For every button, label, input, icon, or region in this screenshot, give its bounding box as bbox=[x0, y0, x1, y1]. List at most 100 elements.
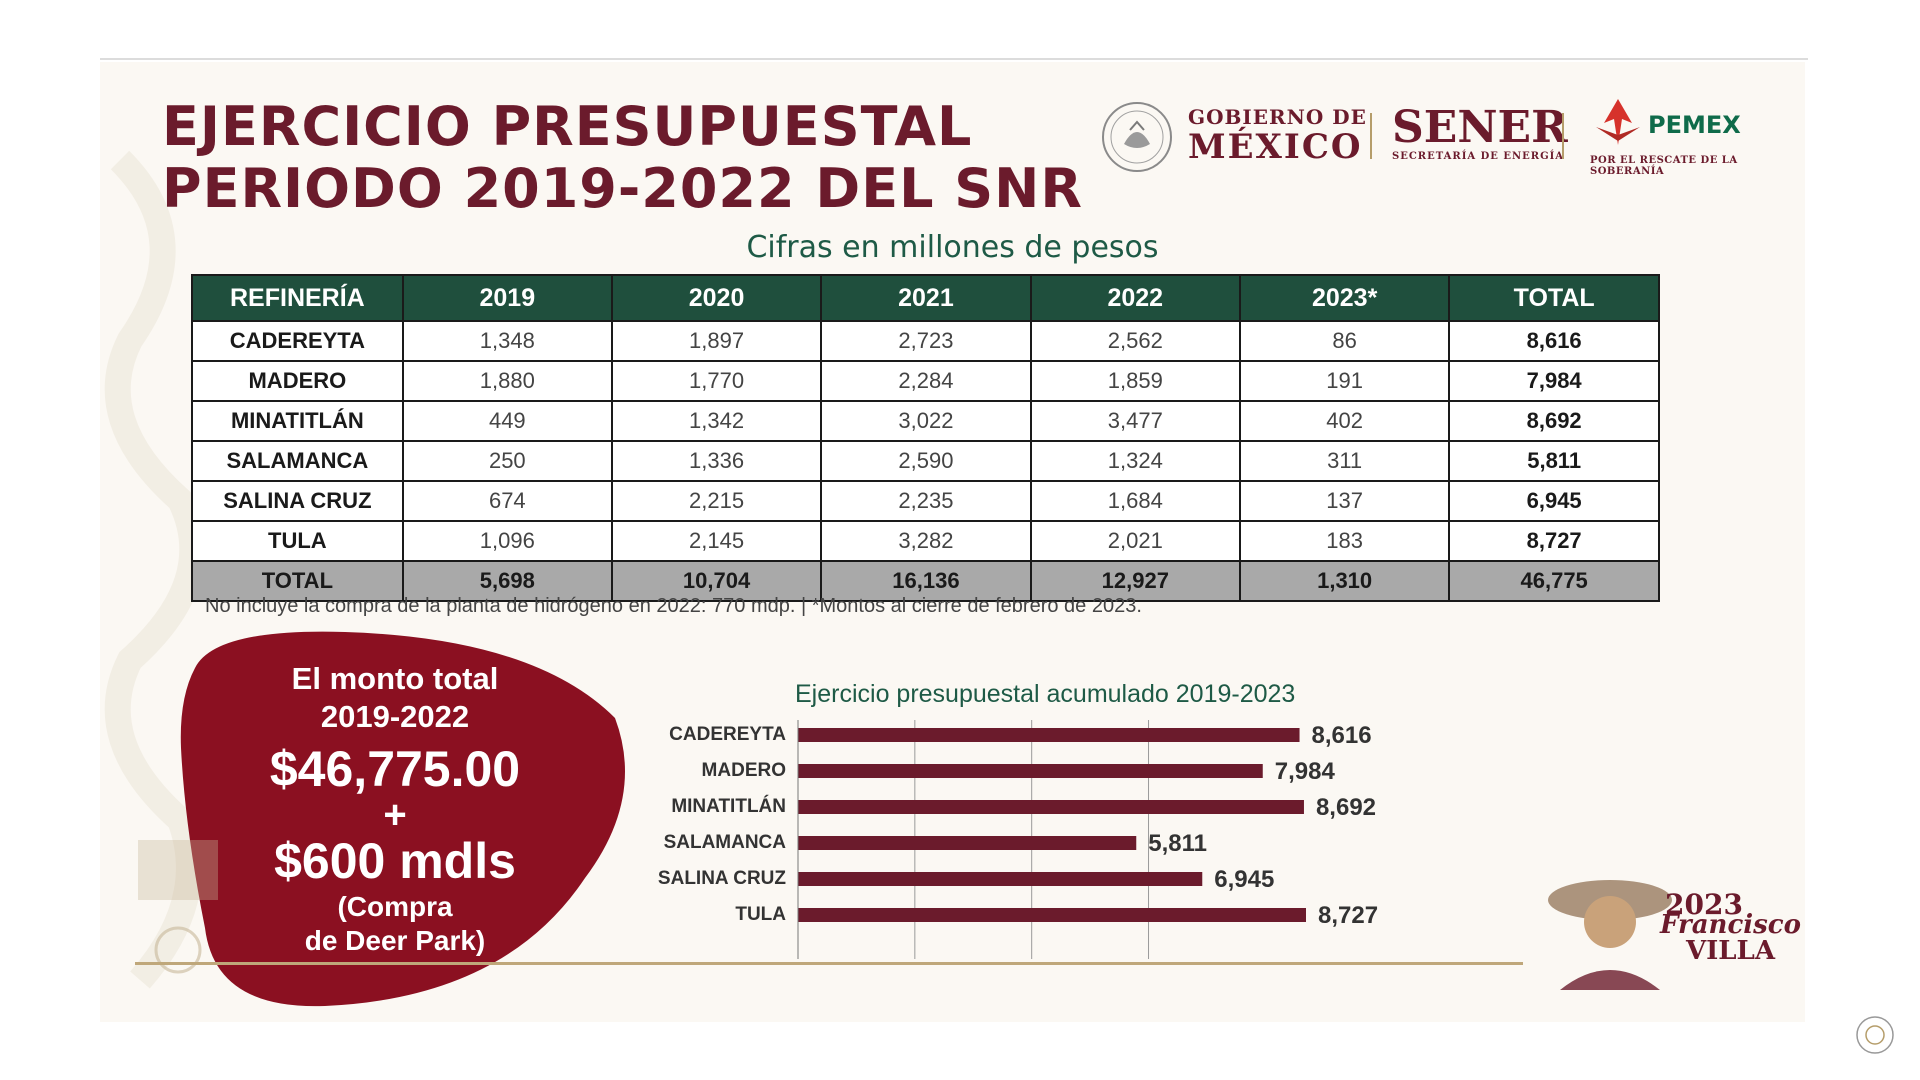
table-cell: 1,684 bbox=[1029, 480, 1241, 522]
category-label: SALAMANCA bbox=[664, 832, 787, 853]
refinery-name: SALINA CRUZ bbox=[191, 480, 404, 522]
data-label: 6,945 bbox=[1214, 866, 1274, 893]
category-label: SALINA CRUZ bbox=[658, 868, 786, 889]
table-cell: 3,022 bbox=[820, 400, 1032, 442]
gobierno-logo-text: GOBIERNO DE MÉXICO bbox=[1188, 105, 1367, 165]
row-total: 8,616 bbox=[1448, 320, 1660, 362]
table-total-row: TOTAL 5,698 10,704 16,136 12,927 1,310 4… bbox=[191, 560, 1660, 602]
logo-separator bbox=[1562, 113, 1564, 159]
table-cell: 2,590 bbox=[820, 440, 1032, 482]
table-row: MINATITLÁN 449 1,342 3,022 3,477 402 8,6… bbox=[191, 400, 1660, 442]
francisco-villa-portrait-icon bbox=[1548, 880, 1672, 990]
refinery-name: MINATITLÁN bbox=[191, 400, 404, 442]
title-line-2: PERIODO 2019-2022 DEL SNR bbox=[162, 157, 1083, 220]
column-header: REFINERÍA bbox=[191, 274, 404, 322]
category-label: MADERO bbox=[702, 760, 786, 781]
table-cell: 2,235 bbox=[820, 480, 1032, 522]
table-cell: 1,897 bbox=[610, 320, 823, 362]
column-header: 2021 bbox=[820, 274, 1032, 322]
bar bbox=[798, 836, 1137, 850]
greca-watermark bbox=[104, 150, 206, 989]
data-label: 8,692 bbox=[1316, 794, 1376, 821]
table-cell: 2,562 bbox=[1029, 320, 1241, 362]
data-label: 8,727 bbox=[1318, 902, 1378, 929]
pemex-tagline: POR EL RESCATE DE LA SOBERANÍA bbox=[1590, 155, 1738, 177]
villa-year: 2023 bbox=[1665, 888, 1743, 921]
row-total: 8,727 bbox=[1448, 520, 1660, 562]
table-cell: 86 bbox=[1238, 320, 1451, 362]
sener-logo: SENER SECRETARÍA DE ENERGÍA bbox=[1392, 105, 1568, 163]
table-cell: 311 bbox=[1238, 440, 1451, 482]
column-header: 2023* bbox=[1238, 274, 1451, 322]
top-divider bbox=[100, 58, 1808, 60]
row-total: 8,692 bbox=[1448, 400, 1660, 442]
bar-chart: CADEREYTA 8,616 MADERO 7,984 MINATITLÁN 8,692… bbox=[658, 720, 1378, 959]
table-cell: 191 bbox=[1238, 360, 1451, 402]
callout-paren-2: de Deer Park) bbox=[304, 925, 486, 956]
callout-text: El monto total 2019-2022 $46,775.00 + $6… bbox=[175, 660, 615, 958]
grand-total: 46,775 bbox=[1448, 560, 1660, 602]
total-cell: 16,136 bbox=[820, 560, 1032, 602]
pemex-name: PEMEX bbox=[1648, 111, 1741, 139]
sener-tagline: SECRETARÍA DE ENERGÍA bbox=[1392, 151, 1565, 162]
page-title: EJERCICIO PRESUPUESTAL PERIODO 2019-2022… bbox=[162, 96, 1083, 220]
category-label: CADEREYTA bbox=[669, 724, 786, 745]
villa-name-2: VILLA bbox=[1685, 936, 1776, 966]
table-row: MADERO 1,880 1,770 2,284 1,859 191 7,984 bbox=[191, 360, 1660, 402]
mexico-seal-icon bbox=[1102, 102, 1172, 172]
data-label: 5,811 bbox=[1148, 830, 1207, 857]
table-header-row: REFINERÍA 2019 2020 2021 2022 2023* TOTA… bbox=[191, 274, 1660, 322]
table-cell: 1,336 bbox=[610, 440, 823, 482]
table-cell: 449 bbox=[401, 400, 613, 442]
category-label: MINATITLÁN bbox=[671, 795, 786, 817]
table-cell: 2,145 bbox=[610, 520, 823, 562]
table-cell: 3,282 bbox=[820, 520, 1032, 562]
villa-name-1: Francisco bbox=[1660, 910, 1801, 940]
callout-amount: $46,775.00 bbox=[269, 741, 521, 797]
table-row: TULA 1,096 2,145 3,282 2,021 183 8,727 bbox=[191, 520, 1660, 562]
gobierno-line-2: MÉXICO bbox=[1188, 127, 1363, 167]
title-line-1: EJERCICIO PRESUPUESTAL bbox=[162, 95, 973, 158]
callout-amount-2: $600 mdls bbox=[274, 833, 516, 889]
callout-paren-1: (Compra bbox=[337, 891, 453, 922]
table-cell: 1,096 bbox=[401, 520, 613, 562]
table-cell: 137 bbox=[1238, 480, 1451, 522]
table-cell: 3,477 bbox=[1029, 400, 1241, 442]
gold-divider bbox=[135, 962, 1523, 965]
logo-separator bbox=[1370, 113, 1372, 159]
bar bbox=[798, 728, 1300, 742]
gobierno-line-1: GOBIERNO DE bbox=[1188, 105, 1367, 129]
table-row: CADEREYTA 1,348 1,897 2,723 2,562 86 8,6… bbox=[191, 320, 1660, 362]
column-header: 2020 bbox=[610, 274, 823, 322]
column-header: 2019 bbox=[401, 274, 613, 322]
table-cell: 2,723 bbox=[820, 320, 1032, 362]
gobierno-corner-seal-icon bbox=[1856, 1016, 1894, 1054]
total-cell: 5,698 bbox=[401, 560, 613, 602]
category-label: TULA bbox=[735, 904, 786, 925]
bar bbox=[798, 872, 1203, 886]
bicentenary-emblem-icon bbox=[138, 840, 218, 974]
table-cell: 183 bbox=[1238, 520, 1451, 562]
refinery-name: MADERO bbox=[191, 360, 404, 402]
table-cell: 2,215 bbox=[610, 480, 823, 522]
pemex-logo: PEMEX POR EL RESCATE DE LA SOBERANÍA bbox=[1590, 97, 1790, 177]
table-cell: 2,284 bbox=[820, 360, 1032, 402]
table-row: SALAMANCA 250 1,336 2,590 1,324 311 5,81… bbox=[191, 440, 1660, 482]
table-cell: 1,880 bbox=[401, 360, 613, 402]
column-header: TOTAL bbox=[1448, 274, 1660, 322]
data-label: 8,616 bbox=[1312, 722, 1372, 749]
budget-table: REFINERÍA 2019 2020 2021 2022 2023* TOTA… bbox=[191, 274, 1660, 602]
villa-name: Francisco VILLA bbox=[1660, 912, 1801, 964]
chart-title: Ejercicio presupuestal acumulado 2019-20… bbox=[795, 680, 1296, 708]
callout-blob bbox=[180, 631, 625, 1007]
column-header: 2022 bbox=[1029, 274, 1241, 322]
row-total: 7,984 bbox=[1448, 360, 1660, 402]
table-row: SALINA CRUZ 674 2,215 2,235 1,684 137 6,… bbox=[191, 480, 1660, 522]
table-cell: 402 bbox=[1238, 400, 1451, 442]
table-cell: 250 bbox=[401, 440, 613, 482]
callout-plus: + bbox=[383, 793, 407, 837]
refinery-name: TULA bbox=[191, 520, 404, 562]
pemex-eagle-icon bbox=[1596, 99, 1640, 145]
total-cell: 10,704 bbox=[610, 560, 823, 602]
refinery-name: SALAMANCA bbox=[191, 440, 404, 482]
